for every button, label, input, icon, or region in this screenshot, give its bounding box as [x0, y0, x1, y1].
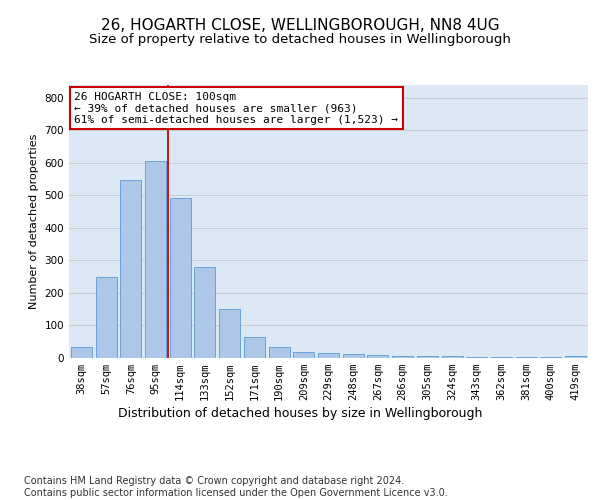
- Bar: [145, 160, 166, 358]
- Bar: [466, 356, 487, 358]
- Text: Contains HM Land Registry data © Crown copyright and database right 2024.
Contai: Contains HM Land Registry data © Crown c…: [24, 476, 448, 498]
- Bar: [491, 357, 512, 358]
- Bar: [269, 348, 290, 358]
- Bar: [442, 356, 463, 358]
- Bar: [318, 353, 339, 358]
- Bar: [293, 352, 314, 358]
- Bar: [343, 354, 364, 358]
- Bar: [244, 337, 265, 357]
- Bar: [71, 347, 92, 358]
- Bar: [170, 198, 191, 358]
- Y-axis label: Number of detached properties: Number of detached properties: [29, 134, 39, 309]
- Bar: [417, 356, 438, 358]
- Bar: [565, 356, 586, 358]
- Text: Distribution of detached houses by size in Wellingborough: Distribution of detached houses by size …: [118, 408, 482, 420]
- Text: 26, HOGARTH CLOSE, WELLINGBOROUGH, NN8 4UG: 26, HOGARTH CLOSE, WELLINGBOROUGH, NN8 4…: [101, 18, 499, 32]
- Text: 26 HOGARTH CLOSE: 100sqm
← 39% of detached houses are smaller (963)
61% of semi-: 26 HOGARTH CLOSE: 100sqm ← 39% of detach…: [74, 92, 398, 125]
- Bar: [120, 180, 141, 358]
- Bar: [392, 356, 413, 358]
- Text: Size of property relative to detached houses in Wellingborough: Size of property relative to detached ho…: [89, 32, 511, 46]
- Bar: [367, 355, 388, 358]
- Bar: [194, 268, 215, 358]
- Bar: [95, 277, 116, 357]
- Bar: [219, 310, 240, 358]
